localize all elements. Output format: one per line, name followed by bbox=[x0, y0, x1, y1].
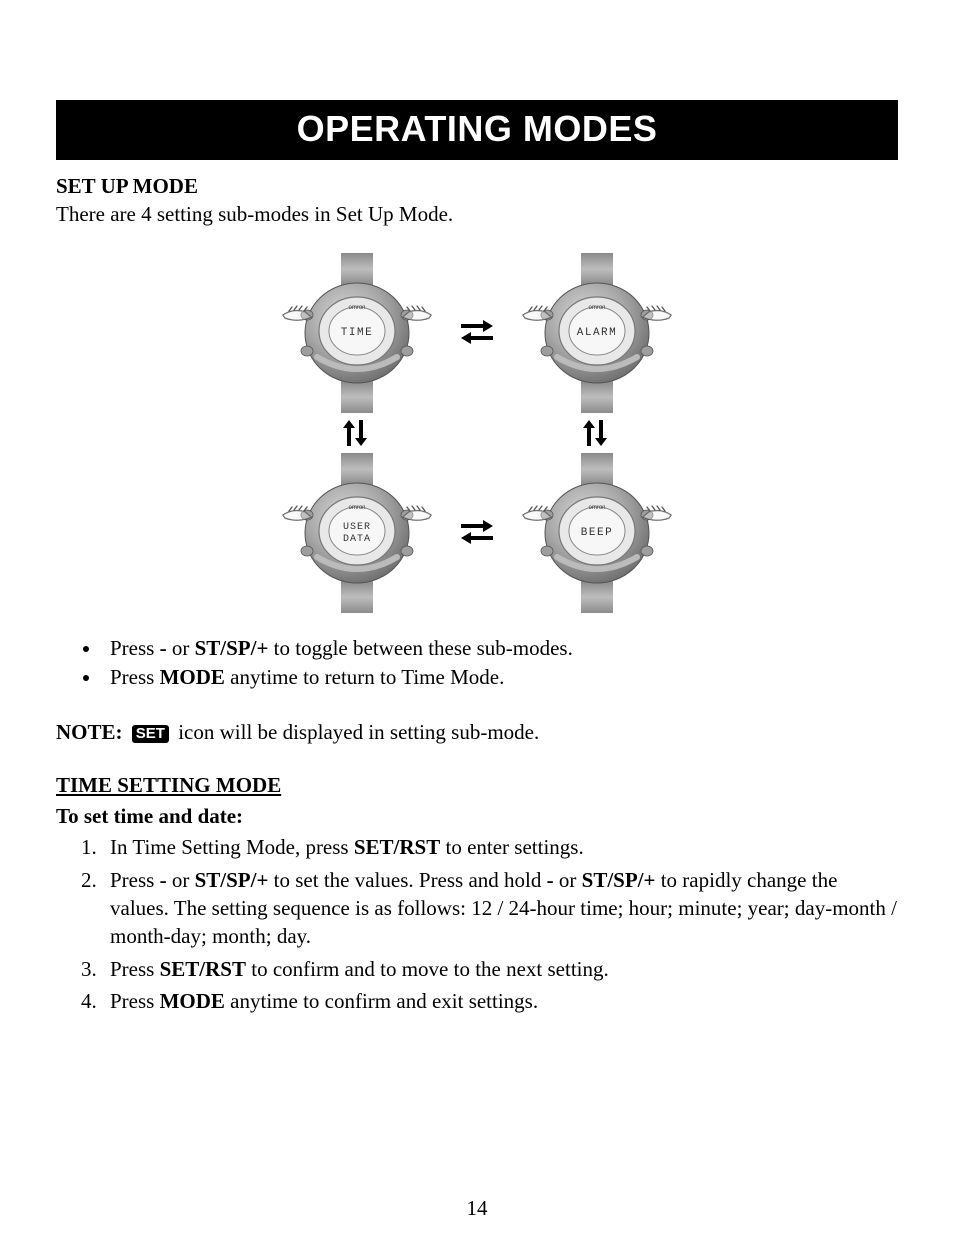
time-setting-subheading: To set time and date: bbox=[56, 804, 898, 829]
setup-bullets: Press - or ST/SP/+ to toggle between the… bbox=[56, 636, 898, 690]
text: or bbox=[167, 636, 195, 660]
page-number: 14 bbox=[0, 1196, 954, 1221]
watch-alarm: ALARM bbox=[523, 253, 671, 413]
text: anytime to return to Time Mode. bbox=[225, 665, 504, 689]
minus-key: - bbox=[160, 636, 167, 660]
watch-label-user: USER bbox=[343, 522, 371, 533]
arrows-bottom-horizontal bbox=[461, 520, 493, 544]
minus-key: - bbox=[160, 868, 167, 892]
arrows-right-vertical bbox=[583, 420, 607, 446]
step-3: Press SET/RST to confirm and to move to … bbox=[102, 955, 898, 983]
minus-key: - bbox=[547, 868, 554, 892]
watch-userdata: USER DATA bbox=[283, 453, 431, 613]
text: to toggle between these sub-modes. bbox=[268, 636, 572, 660]
stsp-key: ST/SP/+ bbox=[195, 868, 269, 892]
watch-label-data: DATA bbox=[343, 534, 371, 545]
stsp-key: ST/SP/+ bbox=[195, 636, 269, 660]
watch-label-beep: BEEP bbox=[581, 527, 613, 539]
arrows-left-vertical bbox=[343, 420, 367, 446]
watch-label-time: TIME bbox=[341, 327, 373, 339]
watch-beep: BEEP bbox=[523, 453, 671, 613]
set-icon: SET bbox=[132, 725, 169, 743]
banner-title: OPERATING MODES bbox=[297, 108, 658, 149]
manual-page: OPERATING MODES SET UP MODE There are 4 … bbox=[0, 0, 954, 1247]
submodes-diagram: omron TIME ALARM bbox=[237, 238, 717, 628]
note-text: icon will be displayed in setting sub-mo… bbox=[178, 720, 539, 744]
step-2: Press - or ST/SP/+ to set the values. Pr… bbox=[102, 866, 898, 951]
text: or bbox=[554, 868, 582, 892]
text: Press bbox=[110, 957, 160, 981]
step-4: Press MODE anytime to confirm and exit s… bbox=[102, 987, 898, 1015]
text: Press bbox=[110, 868, 160, 892]
bullet-return: Press MODE anytime to return to Time Mod… bbox=[102, 665, 898, 690]
time-setting-heading: TIME SETTING MODE bbox=[56, 773, 898, 798]
stsp-key: ST/SP/+ bbox=[582, 868, 656, 892]
note-line: NOTE: SET icon will be displayed in sett… bbox=[56, 720, 898, 745]
mode-key: MODE bbox=[160, 989, 225, 1013]
watch-time: TIME bbox=[283, 253, 431, 413]
setrst-key: SET/RST bbox=[160, 957, 246, 981]
arrows-top-horizontal bbox=[461, 320, 493, 344]
text: to confirm and to move to the next setti… bbox=[246, 957, 609, 981]
text: Press bbox=[110, 989, 160, 1013]
text: to set the values. Press and hold bbox=[268, 868, 546, 892]
time-setting-steps: In Time Setting Mode, press SET/RST to e… bbox=[56, 833, 898, 1015]
setup-intro: There are 4 setting sub-modes in Set Up … bbox=[56, 201, 898, 228]
text: In Time Setting Mode, press bbox=[110, 835, 354, 859]
mode-key: MODE bbox=[160, 665, 225, 689]
text: to enter settings. bbox=[440, 835, 583, 859]
text: anytime to confirm and exit settings. bbox=[225, 989, 538, 1013]
setup-heading: SET UP MODE bbox=[56, 174, 898, 199]
bullet-toggle: Press - or ST/SP/+ to toggle between the… bbox=[102, 636, 898, 661]
text: Press bbox=[110, 665, 160, 689]
setrst-key: SET/RST bbox=[354, 835, 440, 859]
step-1: In Time Setting Mode, press SET/RST to e… bbox=[102, 833, 898, 861]
note-label: NOTE: bbox=[56, 720, 123, 744]
text: Press bbox=[110, 636, 160, 660]
text: or bbox=[167, 868, 195, 892]
section-banner: OPERATING MODES bbox=[56, 100, 898, 160]
watch-label-alarm: ALARM bbox=[577, 327, 618, 339]
